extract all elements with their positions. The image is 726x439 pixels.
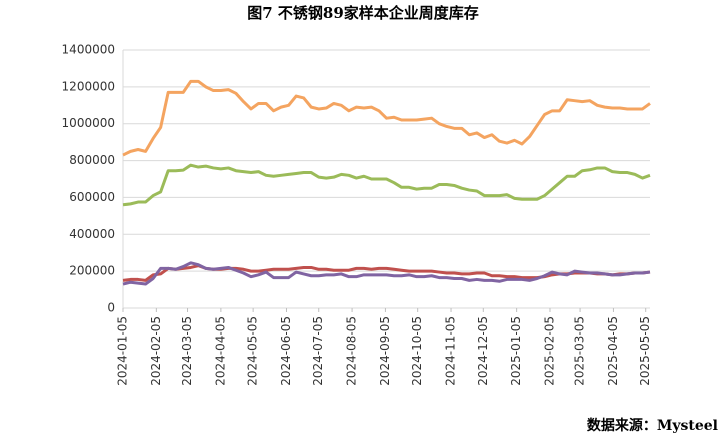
y-tick-label: 200000 [69, 264, 115, 278]
x-tick-label: 2024-04-05 [213, 316, 227, 386]
source: 数据来源：Mysteel [587, 417, 718, 434]
x-tick-label: 2024-07-05 [311, 316, 325, 386]
x-tick-label: 2024-01-05 [116, 316, 130, 386]
x-tick-label: 2025-05-05 [638, 316, 652, 386]
y-tick-label: 1200000 [62, 79, 115, 93]
x-tick-label: 2024-09-05 [378, 316, 392, 386]
x-tick-label: 2024-10-05 [410, 316, 424, 386]
x-tick-label: 2024-05-05 [246, 316, 260, 386]
x-tick-label: 2024-02-05 [149, 316, 163, 386]
y-tick-label: 600000 [69, 190, 115, 204]
y-tick-label: 0 [107, 301, 115, 315]
series-line [122, 163, 651, 207]
chart-title: 图7 不锈钢89家样本企业周度库存 [247, 4, 479, 22]
x-tick-label: 2024-11-05 [444, 316, 458, 386]
y-tick-label: 800000 [69, 153, 115, 167]
x-tick-label: 2024-12-05 [476, 316, 490, 386]
x-tick-label: 2024-06-05 [279, 316, 293, 386]
series-line [122, 79, 651, 157]
x-tick-label: 2025-03-05 [573, 316, 587, 386]
y-tick-label: 400000 [69, 227, 115, 241]
x-tick-label: 2024-08-05 [345, 316, 359, 386]
series-line [122, 261, 651, 286]
y-tick-label: 1000000 [62, 116, 115, 130]
y-tick-label: 1400000 [62, 43, 115, 57]
x-tick-label: 2024-03-05 [180, 316, 194, 386]
x-tick-label: 2025-02-05 [542, 316, 556, 386]
x-tick-label: 2025-01-05 [509, 316, 523, 386]
x-tick-label: 2025-04-05 [606, 316, 620, 386]
